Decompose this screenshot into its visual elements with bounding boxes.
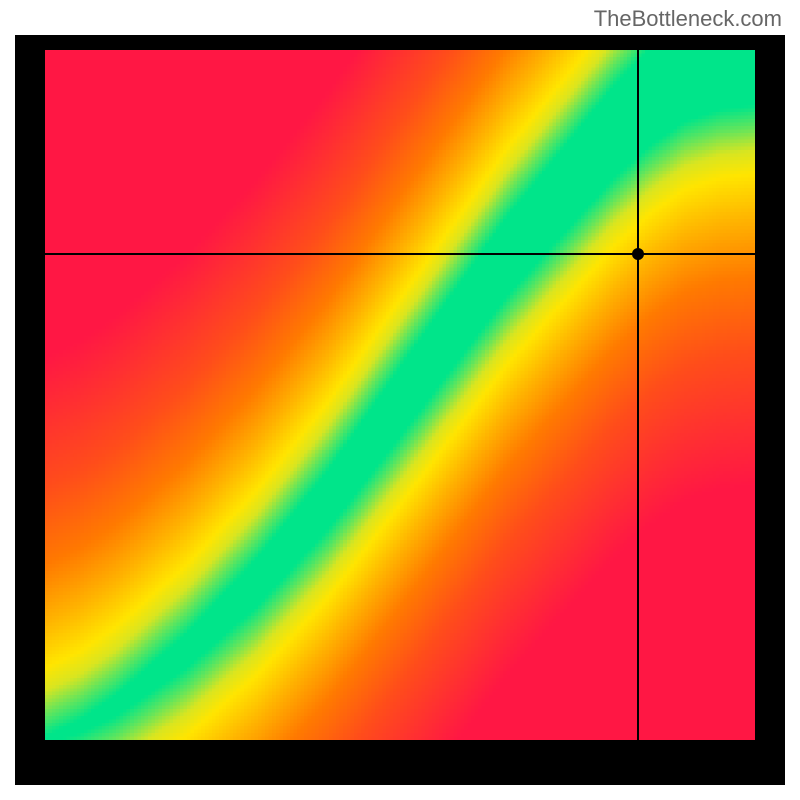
chart-container: TheBottleneck.com [0,0,800,800]
crosshair-marker [632,248,644,260]
heatmap-canvas [45,50,755,740]
chart-outer-frame [15,35,785,785]
crosshair-horizontal [45,253,755,255]
crosshair-vertical [637,50,639,740]
chart-plot-area [45,50,755,740]
watermark-text: TheBottleneck.com [594,6,782,32]
